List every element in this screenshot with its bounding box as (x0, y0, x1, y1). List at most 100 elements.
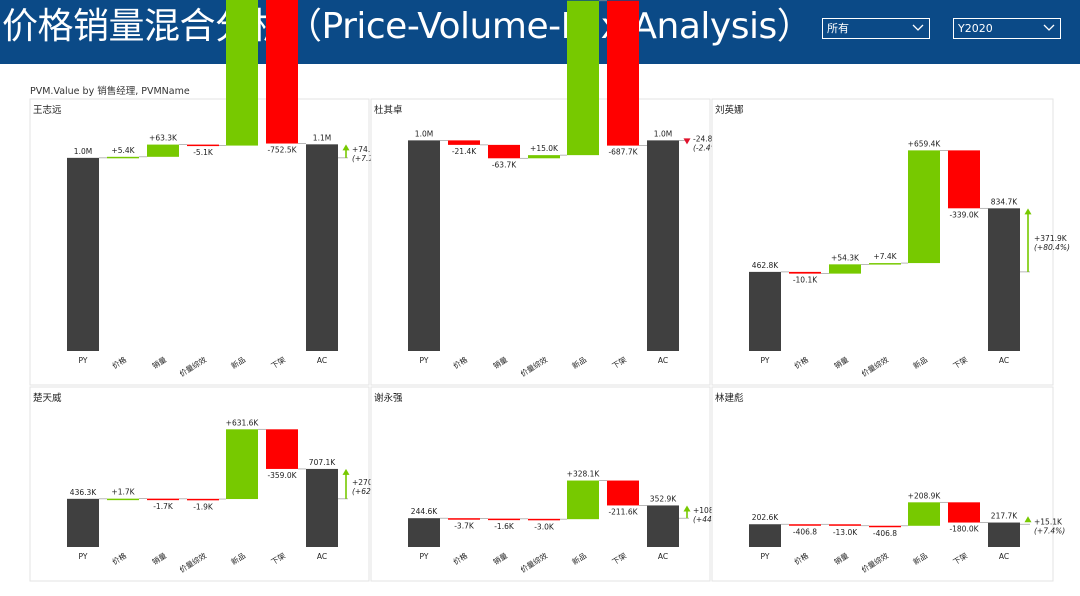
delta-percent: (+44.2%) (693, 515, 729, 524)
waterfall-bar-decrease (187, 498, 219, 501)
data-label: 436.3K (70, 488, 97, 497)
data-label: -406.8 (793, 528, 817, 537)
data-label: 244.6K (411, 507, 438, 516)
data-label: +328.1K (567, 470, 601, 479)
category-label: AC (658, 356, 668, 365)
delta-percent: (-2.4%) (693, 143, 721, 152)
waterfall-bar-total (647, 505, 679, 547)
data-label: -752.5K (267, 146, 297, 155)
data-label: +659.4K (908, 139, 942, 148)
waterfall-bar-increase (107, 498, 139, 501)
data-label: 462.8K (752, 261, 779, 270)
delta-arrow-up-icon (342, 468, 350, 475)
data-label: 1.0M (74, 147, 92, 156)
waterfall-bar-total (988, 208, 1020, 351)
data-label: -21.4K (452, 147, 477, 156)
data-label: -180.0K (949, 525, 979, 534)
chart-panel-frame (370, 386, 711, 582)
page-title: 价格销量混合分析（Price-Volume-Mix Analysis） (2, 6, 813, 47)
data-label: 202.6K (752, 513, 779, 522)
waterfall-bar-decrease (488, 518, 520, 521)
waterfall-bar-increase (528, 155, 560, 159)
data-label: -1.9K (193, 502, 214, 511)
chart-panel-frame (711, 386, 1054, 582)
waterfall-bar-increase (908, 150, 940, 264)
waterfall-bar-total (306, 468, 338, 547)
data-label: -3.7K (454, 522, 475, 531)
data-label: 1.1M (313, 133, 331, 142)
data-label: -1.7K (153, 502, 174, 511)
data-label: 352.9K (650, 494, 677, 503)
waterfall-bar-total (67, 498, 99, 547)
chevron-down-icon (912, 24, 924, 31)
waterfall-bar-increase (567, 480, 599, 520)
data-label: 1.0M (654, 129, 672, 138)
waterfall-bar-total (67, 157, 99, 351)
data-label: -13.0K (833, 528, 858, 537)
filter-dropdown-all[interactable]: 所有 (822, 18, 930, 39)
category-label: PY (79, 356, 88, 365)
delta-label: +108.2K (693, 506, 727, 515)
data-label: 707.1K (309, 458, 336, 467)
delta-arrow-down-icon (683, 138, 691, 145)
delta-arrow-up-icon (1024, 208, 1032, 215)
chart-title: 王志远 (33, 104, 62, 116)
delta-arrow-up-icon (1024, 516, 1032, 523)
category-label: AC (999, 356, 1009, 365)
delta-percent: (+80.4%) (1034, 243, 1070, 252)
data-label: +631.6K (226, 418, 260, 427)
waterfall-bar-decrease (789, 271, 821, 274)
category-label: PY (761, 356, 770, 365)
waterfall-bar-increase (829, 264, 861, 274)
delta-label: +270.8K (352, 478, 386, 487)
data-label: -687.7K (608, 148, 638, 157)
chart-title: 林建彪 (715, 392, 744, 404)
data-label: +63.3K (149, 134, 178, 143)
category-label: PY (420, 356, 429, 365)
data-label: -1.6K (494, 522, 515, 531)
waterfall-bar-decrease (488, 144, 520, 159)
visual-subtitle: PVM.Value by 销售经理, PVMName (30, 86, 190, 97)
waterfall-bar-increase (567, 0, 599, 156)
category-label: AC (999, 552, 1009, 561)
waterfall-bar-decrease (948, 150, 980, 209)
waterfall-bar-increase (226, 429, 258, 500)
data-label: -339.0K (949, 210, 979, 219)
delta-percent: (+7.4%) (1034, 526, 1065, 535)
waterfall-bar-total (749, 524, 781, 547)
data-label: -63.7K (492, 160, 517, 169)
delta-percent: (+62.1%) (352, 487, 388, 496)
waterfall-bar-total (988, 522, 1020, 547)
chart-title: 杜其卓 (374, 104, 403, 116)
data-label: -10.1K (793, 276, 818, 285)
waterfall-bar-total (306, 144, 338, 351)
data-label: -406.8 (873, 529, 897, 538)
category-label: AC (317, 552, 327, 561)
category-label: AC (317, 356, 327, 365)
chart-title: 谢永强 (374, 392, 403, 404)
chart-title: 楚天威 (33, 392, 62, 404)
chevron-down-icon (1043, 24, 1055, 31)
waterfall-bar-decrease (147, 498, 179, 501)
data-label: +54.3K (831, 253, 860, 262)
waterfall-bar-decrease (266, 429, 298, 469)
data-label: 1.0M (415, 129, 433, 138)
waterfall-bar-total (408, 518, 440, 547)
data-label: 834.7K (991, 197, 1018, 206)
data-label: -359.0K (267, 471, 297, 480)
data-label: +5.4K (111, 146, 135, 155)
data-label: -3.0K (534, 522, 555, 531)
category-label: PY (420, 552, 429, 561)
header-bar: 价格销量混合分析（Price-Volume-Mix Analysis） 所有 Y… (0, 0, 1080, 64)
waterfall-bar-increase (869, 263, 901, 265)
category-label: PY (79, 552, 88, 561)
data-label: -5.1K (193, 148, 214, 157)
data-label: +15.0K (530, 144, 559, 153)
delta-label: +74.2K (352, 145, 381, 154)
waterfall-bar-decrease (607, 480, 639, 506)
waterfall-bar-decrease (789, 524, 821, 526)
data-label: +7.4K (873, 252, 897, 261)
waterfall-bar-decrease (607, 0, 639, 146)
filter-dropdown-year[interactable]: Y2020 (953, 18, 1061, 39)
